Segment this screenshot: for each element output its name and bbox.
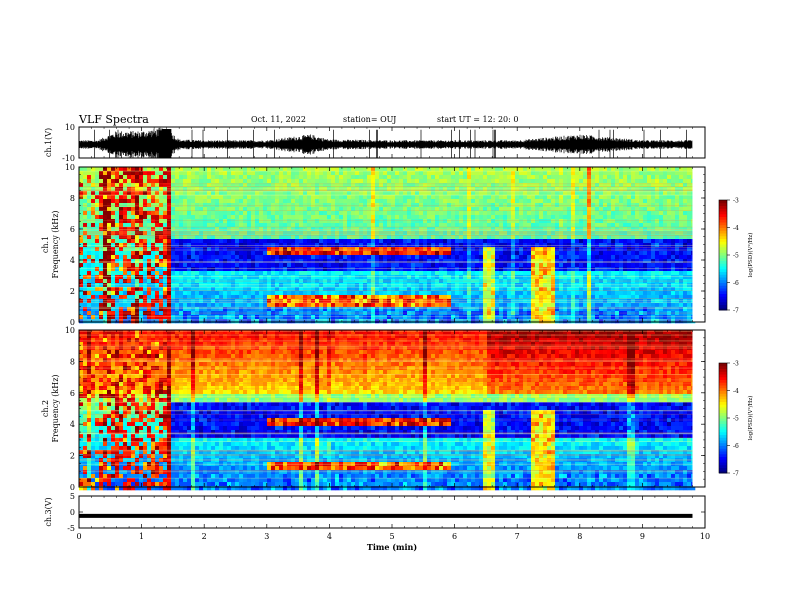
ch1-ylabel: ch.1(V) — [44, 128, 53, 157]
colorbar-tick-label: -6 — [733, 443, 739, 450]
x-tick-label: 7 — [515, 532, 520, 541]
ch2-spectrogram-colorbar: -3 -4 -5 -6 -7 log(PSD)(V²/Hz) — [718, 361, 754, 478]
ch1-spectrogram-ylabel-frequency: Frequency (kHz) — [51, 210, 60, 278]
ch1-spectrogram-colorbar: -3 -4 -5 -6 -7 log(PSD)(V²/Hz) — [718, 198, 754, 315]
station-label: station= OUJ — [343, 115, 397, 124]
colorbar-tick-label: -3 — [733, 361, 739, 368]
ch1-waveform-trace — [78, 127, 693, 158]
y-tick-label: 2 — [70, 287, 75, 296]
x-tick-label: 6 — [452, 532, 457, 541]
ch2-spectrogram-panel: 0 2 4 6 8 10 ch.2 Frequency (kHz) -3 -4 -5 -6 -7 log(… — [41, 326, 754, 492]
plot-title: VLF Spectra — [79, 113, 149, 126]
y-tick-label: 5 — [70, 492, 75, 501]
x-tick-label: 10 — [700, 532, 710, 541]
ch2-spectrogram-heatmap — [79, 330, 696, 491]
y-tick-label: 8 — [70, 194, 75, 203]
y-tick-label: -5 — [67, 524, 75, 533]
y-tick-label: 10 — [65, 123, 75, 132]
x-tick-label: 2 — [202, 532, 207, 541]
ch1-waveform-panel: 10 -10 ch.1(V) — [44, 123, 706, 163]
x-tick-label: 8 — [577, 532, 582, 541]
date-label: Oct. 11, 2022 — [251, 115, 306, 124]
y-tick-label: 6 — [70, 225, 75, 234]
x-tick-label: 9 — [640, 532, 645, 541]
colorbar-tick-label: -7 — [733, 308, 739, 315]
y-tick-label: 4 — [70, 256, 75, 265]
ch3-ylabel: ch.3(V) — [44, 497, 53, 526]
x-tick-label: 4 — [327, 532, 332, 541]
ch2-spectrogram-ylabel-channel: ch.2 — [41, 400, 50, 417]
colorbar-label: log(PSD)(V²/Hz) — [747, 396, 754, 441]
colorbar-tick-label: -3 — [733, 198, 739, 205]
ch1-spectrogram-panel: 0 2 4 6 8 10 ch.1 Frequency (kHz) -3 -4 -5 -6 -7 log(… — [41, 163, 754, 327]
colorbar-label: log(PSD)(V²/Hz) — [747, 233, 754, 278]
y-tick-label: 10 — [65, 163, 75, 172]
y-tick-label: 4 — [70, 420, 75, 429]
ch2-spectrogram-ylabel-frequency: Frequency (kHz) — [51, 374, 60, 442]
colorbar-tick-label: -4 — [733, 225, 739, 232]
x-tick-label: 0 — [76, 532, 81, 541]
y-tick-label: 8 — [70, 357, 75, 366]
y-tick-label: 0 — [70, 483, 75, 492]
ch1-spectrogram-ylabel-channel: ch.1 — [41, 236, 50, 253]
x-tick-label: 1 — [139, 532, 144, 541]
ch3-waveform-frame — [78, 495, 706, 529]
colorbar-tick-label: -6 — [733, 280, 739, 287]
colorbar-tick-label: -4 — [733, 388, 739, 395]
colorbar-tick-label: -5 — [733, 416, 739, 423]
y-tick-label: -10 — [62, 154, 75, 163]
y-tick-label: 6 — [70, 389, 75, 398]
y-tick-label: 0 — [70, 508, 75, 517]
colorbar-tick-label: -7 — [733, 471, 739, 478]
start-time-label: start UT = 12: 20: 0 — [437, 115, 519, 124]
x-tick-label: 3 — [264, 532, 269, 541]
colorbar-tick-label: -5 — [733, 253, 739, 260]
y-tick-label: 10 — [65, 326, 75, 335]
x-axis-label: Time (min) — [367, 542, 417, 552]
ch1-spectrogram-heatmap — [79, 167, 696, 324]
y-tick-label: 2 — [70, 452, 75, 461]
x-tick-label: 5 — [389, 532, 394, 541]
y-tick-label: 0 — [70, 318, 75, 327]
